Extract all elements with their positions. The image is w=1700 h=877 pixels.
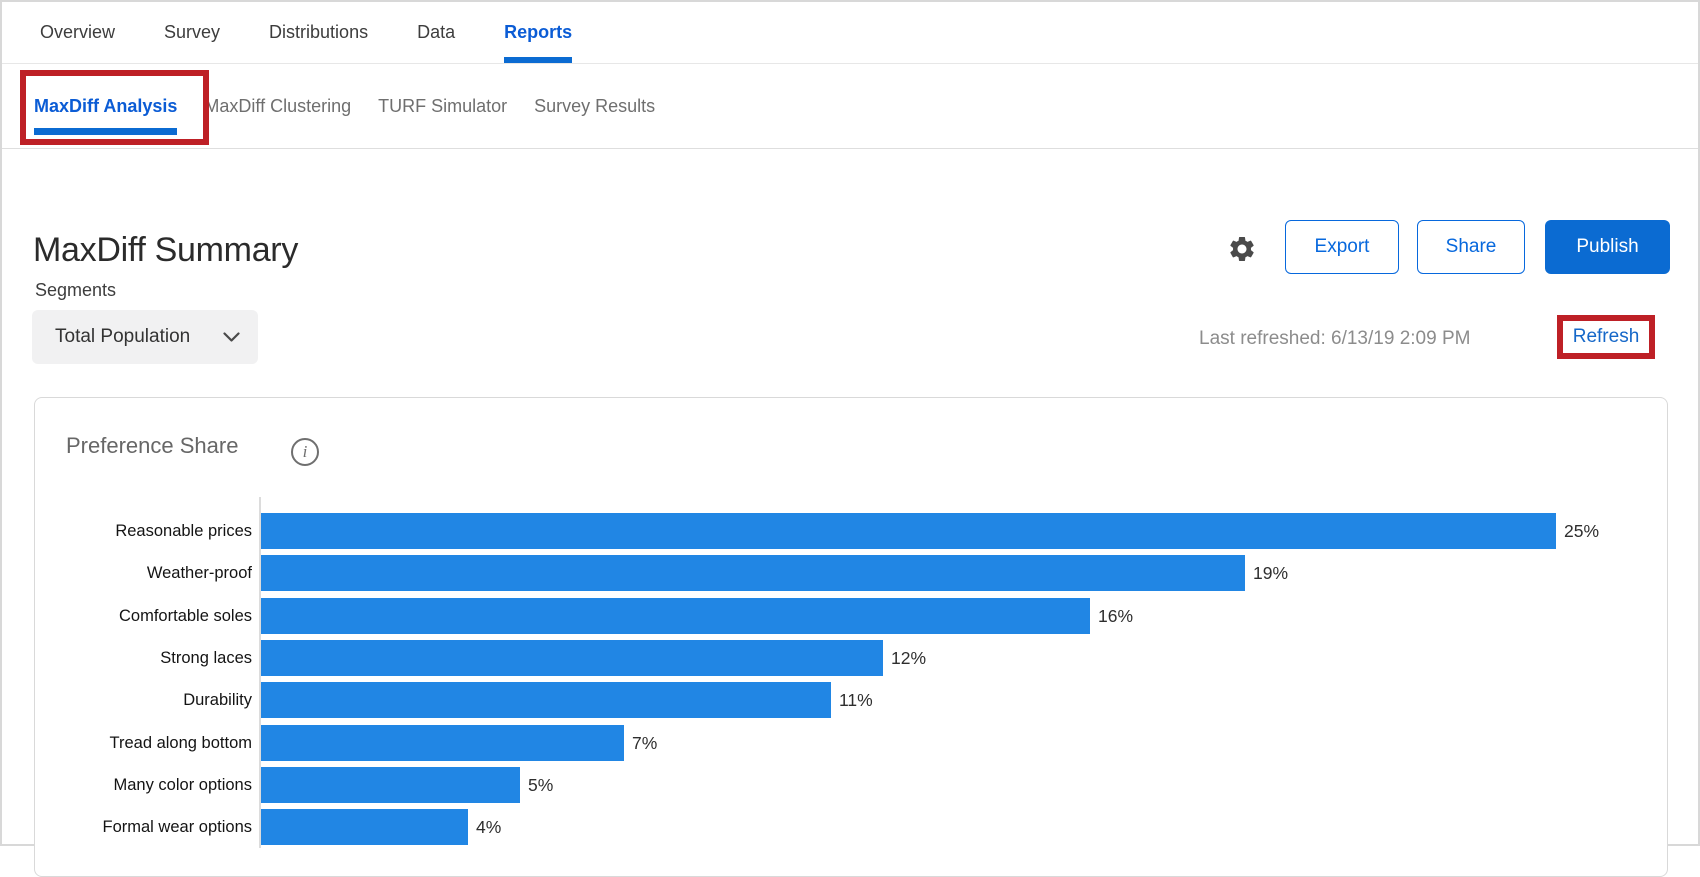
tab-survey[interactable]: Survey xyxy=(164,22,221,42)
chart-row: Comfortable soles 16% xyxy=(62,597,1642,634)
page-title: MaxDiff Summary xyxy=(33,231,299,269)
tab-distributions[interactable]: Distributions xyxy=(269,22,369,42)
export-button[interactable]: Export xyxy=(1285,220,1399,274)
reports-sub-navigation: MaxDiff Analysis MaxDiff Clustering TURF… xyxy=(2,64,1698,149)
preference-share-chart: Reasonable prices 25% Weather-proof 19% … xyxy=(62,497,1642,848)
bar-value-label: 25% xyxy=(1564,521,1600,541)
bar-value-label: 4% xyxy=(476,817,502,838)
bar[interactable] xyxy=(261,597,1090,634)
chart-row: Many color options 5% xyxy=(62,767,1642,804)
chart-row: Formal wear options 4% xyxy=(62,809,1642,846)
bar-value-label: 12% xyxy=(891,648,927,669)
bar[interactable] xyxy=(261,724,624,761)
segment-dropdown-value: Total Population xyxy=(55,326,191,347)
bar-category-label: Formal wear options xyxy=(102,818,252,837)
tab-overview[interactable]: Overview xyxy=(40,22,116,42)
chart-row: Weather-proof 19% xyxy=(62,555,1642,592)
settings-gear-button[interactable] xyxy=(1224,231,1260,267)
bar-value-label: 7% xyxy=(632,732,658,753)
chart-y-axis-line xyxy=(259,497,261,848)
bar[interactable] xyxy=(261,640,883,677)
chart-row: Reasonable prices 25% xyxy=(62,513,1642,549)
gear-icon xyxy=(1227,234,1257,264)
bar-category-label: Reasonable prices xyxy=(115,522,252,540)
tab-data[interactable]: Data xyxy=(417,22,456,42)
bar-value-label: 19% xyxy=(1253,563,1289,584)
segment-dropdown[interactable]: Total Population xyxy=(32,310,258,364)
bar-category-label: Comfortable soles xyxy=(119,606,252,625)
tab-reports[interactable]: Reports xyxy=(504,22,573,63)
subtab-turf-simulator[interactable]: TURF Simulator xyxy=(378,95,508,116)
bar-value-label: 11% xyxy=(839,690,873,711)
bar-category-label: Tread along bottom xyxy=(109,733,252,752)
chevron-down-icon xyxy=(223,331,240,343)
share-button[interactable]: Share xyxy=(1417,220,1525,274)
bar[interactable] xyxy=(261,767,520,804)
subtab-maxdiff-analysis[interactable]: MaxDiff Analysis xyxy=(34,95,178,135)
segments-label: Segments xyxy=(35,280,117,300)
bar[interactable] xyxy=(261,513,1556,549)
subtab-maxdiff-clustering[interactable]: MaxDiff Clustering xyxy=(204,95,352,116)
last-refreshed-text: Last refreshed: 6/13/19 2:09 PM xyxy=(1199,328,1471,349)
info-icon[interactable]: i xyxy=(291,438,319,466)
top-navigation: Overview Survey Distributions Data Repor… xyxy=(2,2,1698,64)
bar-category-label: Durability xyxy=(183,691,252,710)
bar-value-label: 16% xyxy=(1098,605,1134,626)
bar-value-label: 5% xyxy=(528,775,554,796)
chart-row: Strong laces 12% xyxy=(62,640,1642,677)
bar[interactable] xyxy=(261,682,831,719)
bar-category-label: Many color options xyxy=(113,776,253,795)
bar[interactable] xyxy=(261,555,1245,592)
bar[interactable] xyxy=(261,809,468,846)
chart-row: Durability 11% xyxy=(62,682,1642,719)
publish-button[interactable]: Publish xyxy=(1545,220,1670,274)
subtab-survey-results[interactable]: Survey Results xyxy=(534,95,656,116)
bar-category-label: Weather-proof xyxy=(146,564,252,583)
refresh-link[interactable]: Refresh xyxy=(1572,326,1640,347)
card-title: Preference Share xyxy=(66,433,239,458)
bar-category-label: Strong laces xyxy=(160,649,252,668)
chart-row: Tread along bottom 7% xyxy=(62,724,1642,761)
